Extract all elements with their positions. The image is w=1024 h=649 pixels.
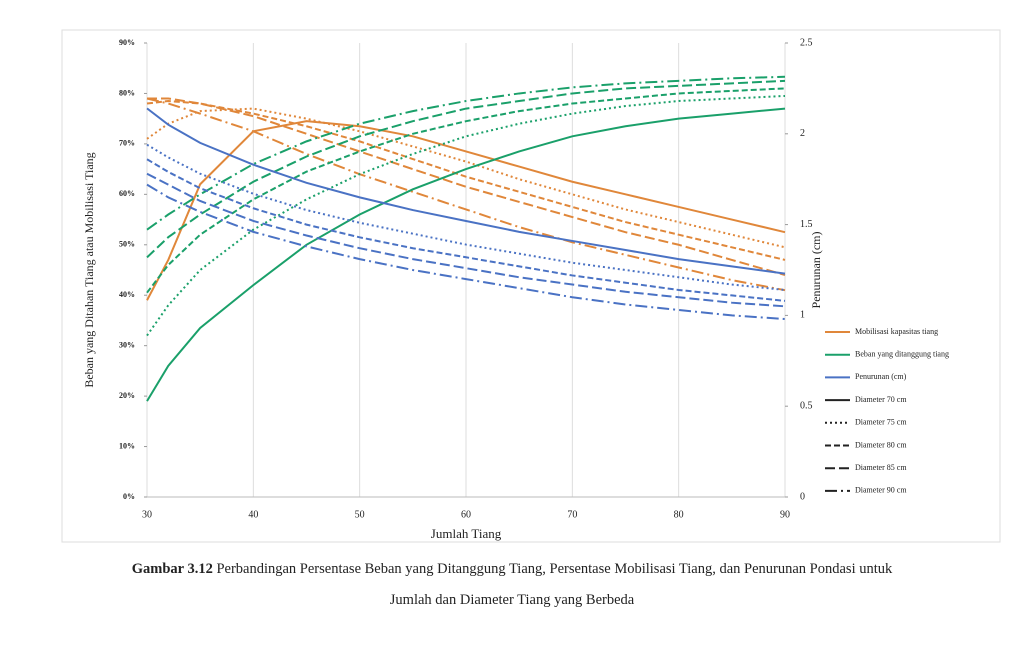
caption-text: Perbandingan Persentase Beban yang Ditan…	[216, 561, 893, 577]
data-line	[146, 94, 786, 337]
data-line	[146, 75, 786, 231]
caption-figure: Gambar 3.12	[131, 561, 213, 577]
y-axis-label: Beban yang Ditahan Tiang atau Mobilisasi…	[82, 152, 96, 387]
x-axis-label: Jumlah Tiang	[431, 526, 502, 541]
x-tick-label: 70	[567, 509, 577, 520]
legend-label: Mobilisasi kapasitas tiang	[855, 327, 938, 336]
data-line	[146, 87, 786, 294]
legend-label: Diameter 75 cm	[855, 418, 907, 427]
data-line	[146, 79, 786, 259]
y-tick-label: 40%	[119, 290, 135, 299]
y-tick-label: 90%	[119, 38, 135, 47]
y-tick-label: 0%	[123, 492, 135, 501]
data-line	[146, 143, 786, 291]
chart-frame	[61, 29, 1001, 543]
legend-label: Diameter 90 cm	[855, 486, 907, 495]
x-tick-label: 80	[674, 509, 684, 520]
y2-tick-label: 2	[800, 128, 805, 139]
y-tick-label: 30%	[119, 340, 135, 349]
y-tick-label: 60%	[119, 189, 135, 198]
y2-tick-label: 0.5	[800, 400, 813, 411]
data-line	[146, 107, 786, 275]
data-line	[146, 120, 786, 301]
y2-tick-label: 1.5	[800, 219, 813, 230]
legend-label: Diameter 70 cm	[855, 395, 907, 404]
legend-label: Beban yang ditanggung tiang	[855, 350, 949, 359]
data-line	[146, 183, 786, 321]
data-line	[146, 107, 786, 402]
y-tick-label: 20%	[119, 391, 135, 400]
y2-axis-label: Penurunan (cm)	[809, 232, 823, 309]
x-tick-label: 30	[142, 509, 152, 520]
x-tick-label: 60	[461, 509, 471, 520]
x-tick-label: 50	[355, 509, 365, 520]
y-tick-label: 10%	[119, 441, 135, 450]
data-line	[146, 172, 786, 308]
y2-tick-label: 0	[800, 491, 805, 502]
legend-label: Diameter 80 cm	[855, 440, 907, 449]
data-line	[147, 97, 786, 277]
y2-tick-label: 1	[800, 310, 805, 321]
y2-tick-label: 2.5	[800, 37, 813, 48]
legend-label: Diameter 85 cm	[855, 463, 907, 472]
y-tick-label: 50%	[119, 240, 135, 249]
data-line	[146, 107, 786, 249]
y-tick-label: 70%	[119, 139, 135, 148]
x-tick-label: 90	[780, 509, 790, 520]
x-tick-label: 40	[248, 509, 258, 520]
caption-line: Gambar 3.12 Perbandingan Persentase Beba…	[0, 561, 1024, 578]
data-line	[146, 97, 786, 292]
chart: Jumlah Tiang Beban yang Ditahan Tiang at…	[61, 29, 1001, 543]
y-tick-label: 80%	[119, 88, 135, 97]
data-line	[146, 100, 786, 261]
data-line	[146, 158, 786, 302]
caption-line: Jumlah dan Diameter Tiang yang Berbeda	[389, 592, 635, 608]
legend-label: Penurunan (cm)	[855, 372, 907, 381]
